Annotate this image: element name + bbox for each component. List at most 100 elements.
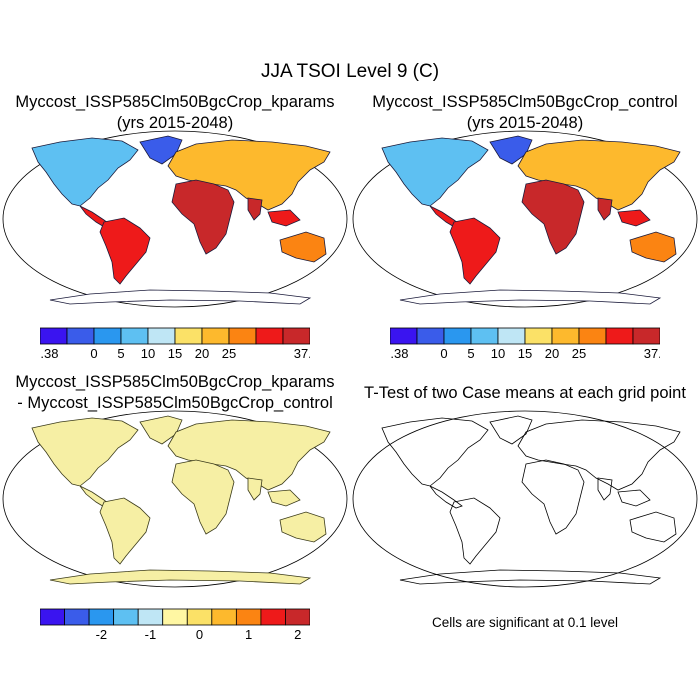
land-southAmerica — [99, 217, 151, 285]
land-seAsia — [617, 489, 651, 507]
land-africa — [521, 179, 585, 255]
panel3-title-line2: - Myccost_ISSP585Clm50BgcCrop_control — [17, 394, 333, 412]
colorbar-label: 5 — [117, 346, 124, 361]
colorbar-box — [260, 608, 286, 626]
colorbar-label: 0 — [196, 627, 203, 642]
panel3-title: Myccost_ISSP585Clm50BgcCrop_kparams - My… — [2, 372, 348, 414]
colorbar-box — [524, 327, 553, 345]
land-southAmerica — [449, 497, 501, 565]
colorbar-label: 20 — [545, 346, 559, 361]
land-northAmerica — [381, 417, 489, 487]
panel2-title-line1: Myccost_ISSP585Clm50BgcCrop_control — [372, 93, 678, 111]
colorbar-label: 10 — [491, 346, 505, 361]
colorbar-control: -47.38 0 5 10 15 20 25 37.16 — [390, 327, 660, 361]
colorbar-box — [64, 608, 90, 626]
colorbar-label: 15 — [168, 346, 182, 361]
colorbar-box — [40, 608, 65, 626]
colorbar-box — [605, 327, 634, 345]
land-eurasia — [517, 419, 681, 491]
land-antarctica — [399, 289, 662, 305]
land-southAmerica — [449, 217, 501, 285]
panel4-title: T-Test of two Case means at each grid po… — [350, 383, 700, 404]
land-antarctica — [399, 569, 662, 585]
colorbar-box — [551, 327, 580, 345]
colorbar-label: 25 — [222, 346, 236, 361]
colorbar-box — [93, 327, 122, 345]
colorbar-box — [120, 327, 149, 345]
land-northAmerica — [31, 137, 139, 207]
colorbar-kparams: -47.38 0 5 10 15 20 25 37.16 — [40, 327, 310, 361]
land-seAsia — [617, 209, 651, 227]
colorbar-box — [162, 608, 188, 626]
colorbar-label: 0 — [440, 346, 447, 361]
colorbar-box — [235, 608, 262, 626]
panel2-title-line2: (yrs 2015-2048) — [466, 114, 584, 132]
colorbar-label: 1 — [245, 627, 252, 642]
land-africa — [171, 179, 235, 255]
globe-outline — [352, 410, 698, 588]
colorbar-box — [470, 327, 499, 345]
colorbar-label: -47.38 — [390, 346, 408, 361]
panel1-title: Myccost_ISSP585Clm50BgcCrop_kparams (yrs… — [0, 92, 350, 134]
colorbar-label: 15 — [518, 346, 532, 361]
colorbar-label: 37.16 — [294, 346, 310, 361]
land-seAsia — [267, 489, 301, 507]
land-africa — [521, 459, 585, 535]
colorbar-label: -1 — [145, 627, 157, 642]
land-australia — [279, 511, 327, 543]
colorbar-difference: -2 -1 0 1 2 — [40, 608, 310, 642]
map-difference — [2, 410, 348, 588]
colorbar-box — [88, 608, 115, 626]
colorbar-box — [578, 327, 607, 345]
panel1-title-line1: Myccost_ISSP585Clm50BgcCrop_kparams — [15, 93, 335, 111]
land-india — [247, 197, 263, 221]
land-australia — [279, 231, 327, 263]
colorbar-box — [211, 608, 237, 626]
colorbar-label: 25 — [572, 346, 586, 361]
colorbar-box — [632, 327, 660, 345]
land-australia — [629, 231, 677, 263]
colorbar-box — [113, 608, 139, 626]
land-seAsia — [267, 209, 301, 227]
land-antarctica — [49, 569, 312, 585]
figure-title: JJA TSOI Level 9 (C) — [260, 61, 440, 82]
panel3-title-line1: Myccost_ISSP585Clm50BgcCrop_kparams — [15, 373, 335, 391]
colorbar-box — [285, 608, 310, 626]
colorbar-box — [416, 327, 445, 345]
colorbar-box — [255, 327, 284, 345]
land-southAmerica — [99, 497, 151, 565]
map-ttest — [352, 410, 698, 588]
land-africa — [171, 459, 235, 535]
colorbar-label: 0 — [90, 346, 97, 361]
colorbar-box — [186, 608, 213, 626]
panel4-title-line1: T-Test of two Case means at each grid po… — [364, 384, 686, 402]
colorbar-label: -47.38 — [40, 346, 58, 361]
land-antarctica — [49, 289, 312, 305]
land-northAmerica — [381, 137, 489, 207]
land-northAmerica — [31, 417, 139, 487]
colorbar-label: 20 — [195, 346, 209, 361]
colorbar-label: 5 — [467, 346, 474, 361]
map-control — [352, 130, 698, 308]
ttest-note: Cells are significant at 0.1 level — [431, 615, 619, 630]
colorbar-box — [174, 327, 203, 345]
panel1-title-line2: (yrs 2015-2048) — [116, 114, 234, 132]
land-greenland — [489, 415, 533, 445]
colorbar-label: 37.16 — [644, 346, 660, 361]
colorbar-box — [443, 327, 472, 345]
land-india — [597, 197, 613, 221]
land-india — [597, 477, 613, 501]
colorbar-label: -2 — [96, 627, 108, 642]
colorbar-box — [282, 327, 310, 345]
colorbar-box — [228, 327, 257, 345]
colorbar-box — [147, 327, 176, 345]
map-kparams — [2, 130, 348, 308]
colorbar-box — [66, 327, 95, 345]
colorbar-label: 2 — [294, 627, 301, 642]
colorbar-label: 10 — [141, 346, 155, 361]
colorbar-box — [390, 327, 418, 345]
colorbar-box — [201, 327, 230, 345]
colorbar-box — [497, 327, 526, 345]
land-centralAmerica — [429, 485, 463, 509]
colorbar-box — [40, 327, 68, 345]
